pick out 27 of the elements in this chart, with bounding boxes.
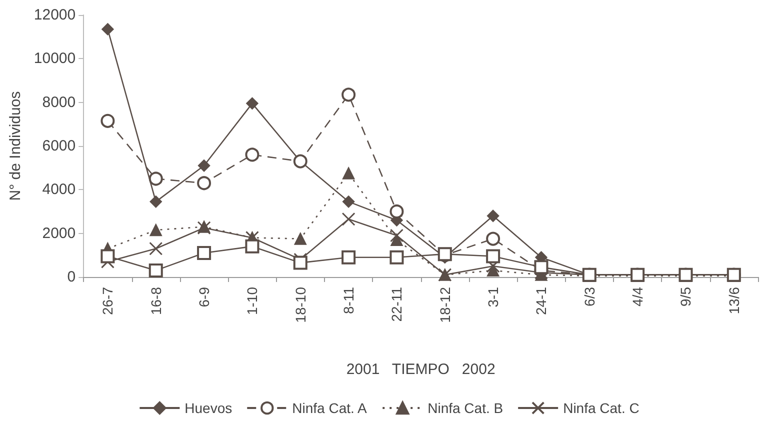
y-tick-label: 6000	[42, 138, 76, 154]
x-tick-label: 4/4	[630, 286, 646, 306]
x-tick-label: 6/3	[581, 286, 598, 306]
x-tick-label: 9/5	[678, 286, 694, 306]
legend-label: Huevos	[184, 400, 232, 416]
x-tick-label: 8-11	[340, 286, 357, 314]
x-tick-label: 18-12	[436, 286, 453, 323]
x-tick-label: 1-10	[244, 286, 260, 316]
legend-label: Ninfa Cat. C	[563, 400, 640, 416]
y-tick-label: 12000	[34, 6, 76, 24]
y-tick-label: 4000	[42, 181, 76, 198]
x-tick-label: 13/6	[726, 286, 742, 314]
legend-label: Ninfa Cat. B	[428, 400, 504, 416]
x-tick-label: 6-9	[196, 286, 212, 308]
y-tick-label: 2000	[42, 224, 76, 242]
x-tick-label: 16-8	[148, 286, 164, 316]
x-axis-title: 2001 TIEMPO 2002	[346, 361, 496, 378]
y-tick-label: 0	[67, 268, 76, 286]
x-tick-label: 22-11	[388, 286, 405, 322]
y-tick-label: 8000	[42, 94, 76, 111]
x-tick-label: 18-10	[292, 286, 308, 323]
legend-label: Ninfa Cat. A	[292, 400, 368, 416]
y-axis-title: N° de Individuos	[7, 91, 24, 201]
x-tick-label: 3-1	[485, 286, 502, 308]
x-tick-label: 26-7	[100, 286, 116, 316]
y-tick-label: 10000	[34, 50, 76, 68]
x-tick-label: 24-1	[533, 286, 550, 316]
